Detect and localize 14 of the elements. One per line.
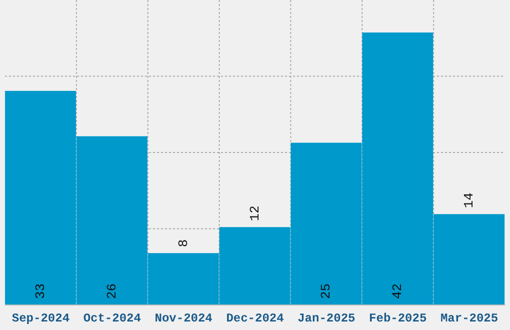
data-label: 12 [247, 206, 262, 222]
data-label: 25 [318, 283, 334, 299]
x-tick-label: Sep-2024 [12, 312, 70, 326]
x-tick-label: Feb-2025 [369, 312, 427, 326]
data-label: 33 [33, 283, 48, 299]
data-label: 14 [462, 192, 477, 208]
x-tick-label: Jan-2025 [298, 312, 356, 326]
x-tick-label: Nov-2024 [154, 312, 212, 326]
data-label: 42 [390, 283, 406, 299]
x-tick-label: Oct-2024 [83, 312, 141, 326]
x-tick-label: Dec-2024 [226, 312, 284, 326]
x-tick-label: Mar-2025 [440, 312, 498, 326]
data-label: 8 [176, 239, 191, 248]
data-label: 26 [104, 283, 120, 299]
